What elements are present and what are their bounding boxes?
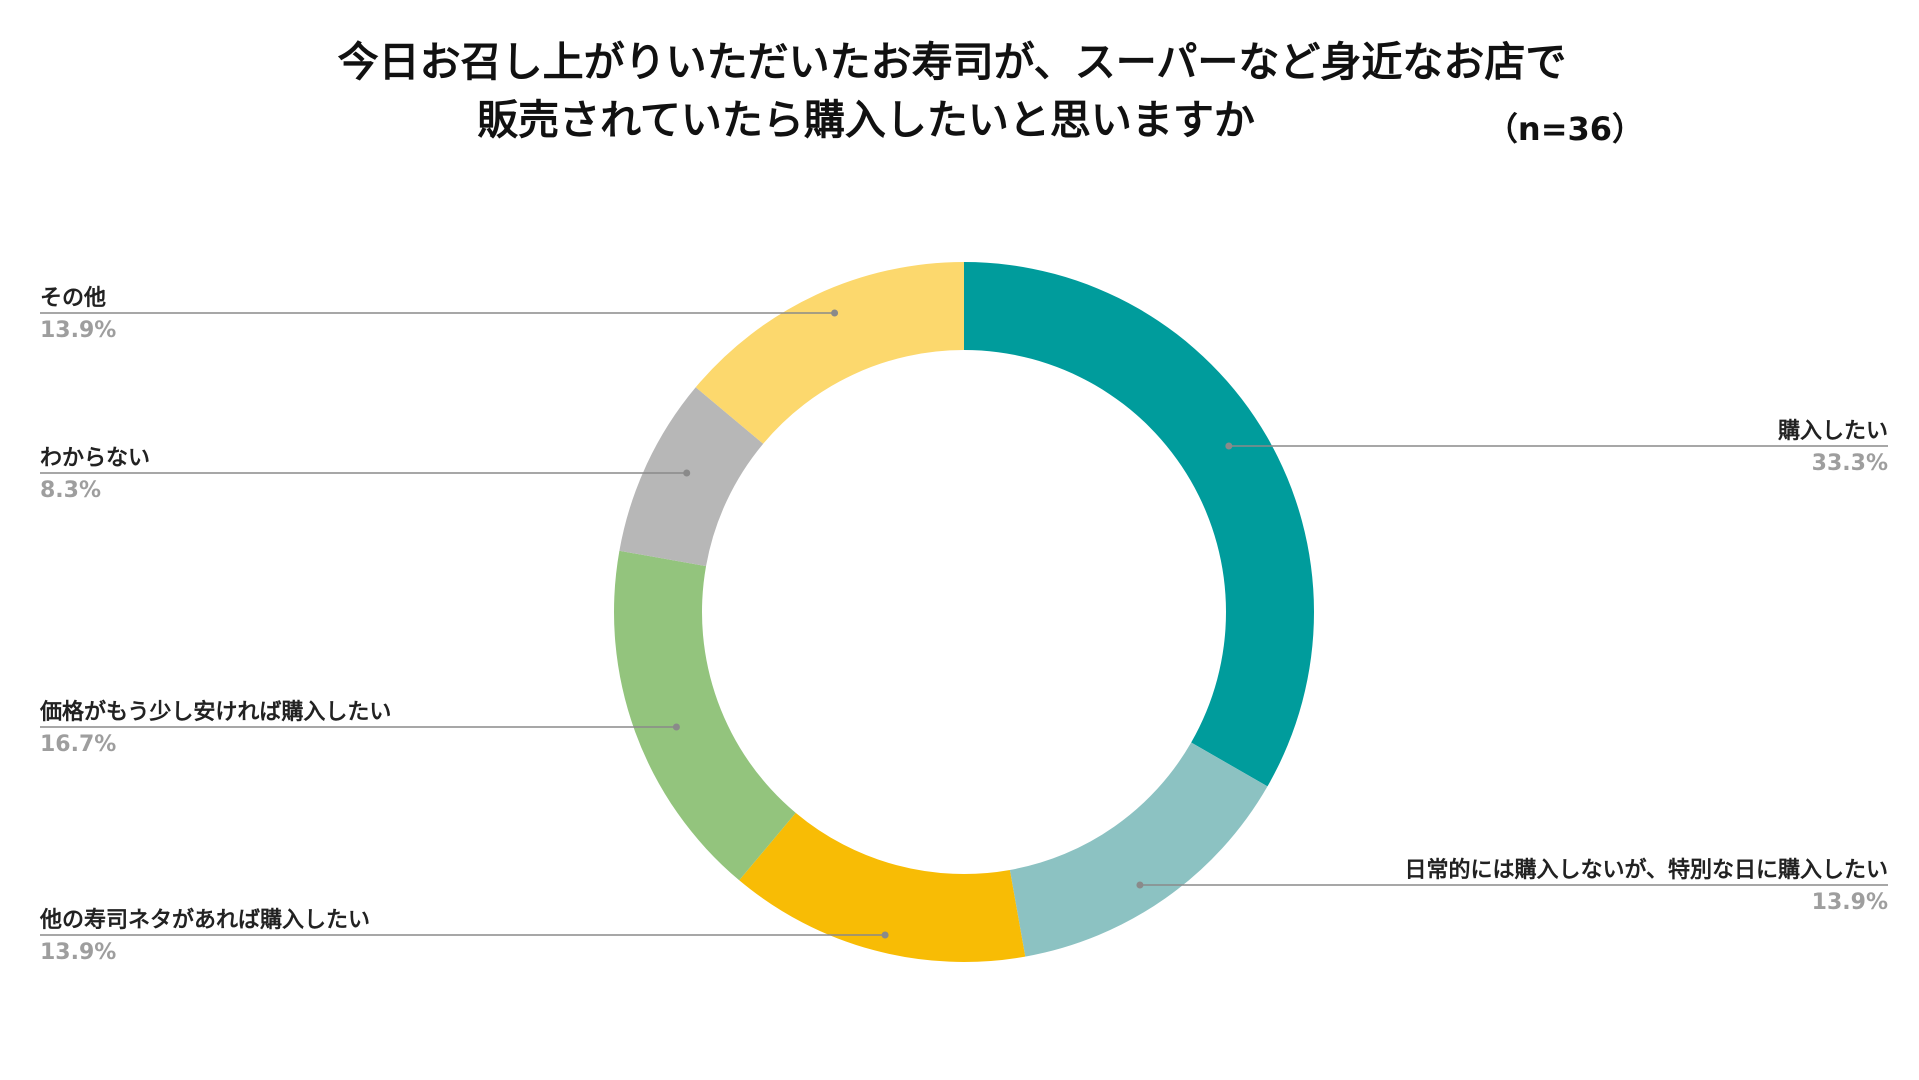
- slice-label: わからない: [40, 446, 150, 471]
- slice-percentage: 13.9%: [40, 940, 116, 965]
- slice-percentage: 13.9%: [40, 318, 116, 343]
- chart-title-line-2: 販売されていたら購入したいと思いますか: [477, 96, 1255, 144]
- leader-dot: [1225, 442, 1233, 450]
- donut-slices: [614, 262, 1314, 962]
- donut-slice: [619, 387, 764, 567]
- slice-label: 価格がもう少し安ければ購入したい: [39, 699, 391, 725]
- slice-percentage: 33.3%: [1812, 451, 1888, 476]
- donut-slice: [739, 812, 1026, 962]
- donut-slice: [614, 550, 796, 881]
- slice-label: その他: [40, 286, 106, 311]
- slice-percentage: 13.9%: [1812, 890, 1888, 915]
- slice-percentage: 16.7%: [40, 732, 116, 757]
- sample-size: （n=36）: [1486, 110, 1644, 148]
- donut-slice: [695, 262, 964, 444]
- slice-label: 日常的には購入しないが、特別な日に購入したい: [1404, 857, 1888, 883]
- leader-dot: [683, 469, 691, 477]
- leader-dot: [881, 931, 889, 939]
- slice-label: 購入したい: [1778, 419, 1888, 444]
- donut-slice: [1009, 742, 1268, 957]
- slice-callouts: 購入したい 33.3% 日常的には購入しないが、特別な日に購入したい 13.9% 他の寿…: [39, 286, 1888, 965]
- donut-slice: [964, 262, 1314, 787]
- leader-dot: [672, 723, 680, 731]
- slice-percentage: 8.3%: [40, 478, 101, 503]
- slice-label: 他の寿司ネタがあれば購入したい: [39, 907, 370, 933]
- chart-title-line-1: 今日お召し上がりいただいたお寿司が、スーパーなど身近なお店で: [338, 38, 1567, 86]
- leader-dot: [831, 309, 839, 317]
- leader-dot: [1136, 881, 1144, 889]
